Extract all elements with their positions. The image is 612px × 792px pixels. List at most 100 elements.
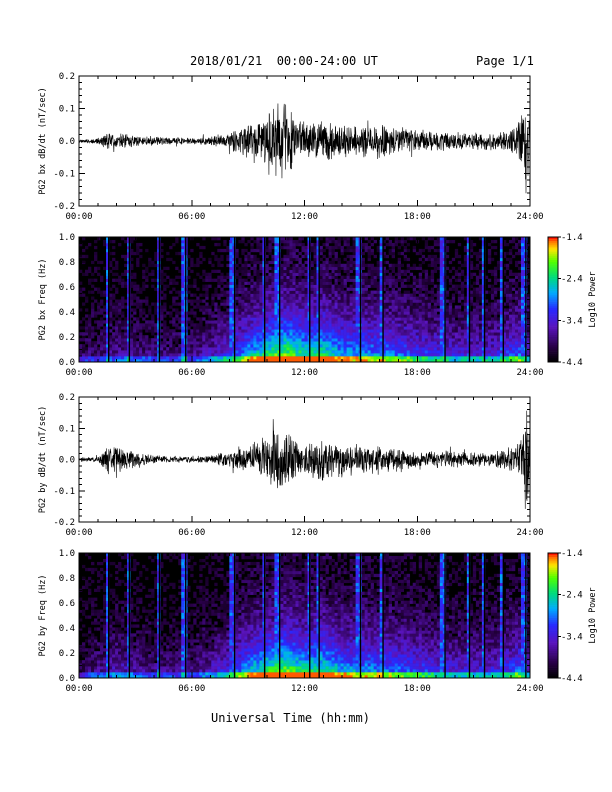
bx_spectrogram-cell xyxy=(352,302,356,306)
bx_spectrogram-cell xyxy=(265,266,269,271)
bx_spectrogram-cell xyxy=(298,281,302,285)
bx_spectrogram-cell xyxy=(370,290,374,294)
bx_spectrogram-cell xyxy=(397,323,402,327)
bx_spectrogram-cell xyxy=(394,278,399,282)
bx_spectrogram-cell xyxy=(181,359,185,363)
bx_spectrogram-cell xyxy=(214,329,218,333)
bx_spectrogram-cell xyxy=(526,257,531,262)
bx_spectrogram-cell xyxy=(427,237,432,241)
bx_spectrogram-cell xyxy=(151,326,155,330)
bx_spectrogram-cell xyxy=(334,359,338,363)
bx_spectrogram-cell xyxy=(403,254,408,259)
bx_spectrogram-cell xyxy=(448,287,453,291)
bx_spectrogram-cell xyxy=(274,278,278,282)
bx_spectrogram-cell xyxy=(373,266,377,271)
bx_spectrogram-cell xyxy=(409,302,414,306)
bx_spectrogram-cell xyxy=(298,305,302,309)
bx_spectrogram-cell xyxy=(133,332,137,336)
bx_spectrogram-cell xyxy=(361,347,365,351)
bx_spectrogram-cell xyxy=(328,287,332,291)
bx_spectrogram-cell xyxy=(220,326,224,330)
bx_spectrogram-cell xyxy=(388,311,392,315)
bx_spectrogram-cell xyxy=(325,332,329,336)
bx_spectrogram-cell xyxy=(427,248,432,253)
bx_spectrogram-cell xyxy=(391,338,395,342)
bx_spectrogram-cell xyxy=(259,260,263,265)
bx_spectrogram-cell xyxy=(469,359,474,363)
bx_spectrogram-cell xyxy=(322,269,326,274)
bx_spectrogram-cell xyxy=(490,308,495,312)
bx_spectrogram-cell xyxy=(154,311,158,315)
bx_spectrogram-cell xyxy=(322,272,326,276)
bx_timeseries-xtick-label: 00:00 xyxy=(65,212,92,222)
bx_spectrogram-cell xyxy=(193,341,197,345)
bx_spectrogram-cell xyxy=(91,326,95,330)
bx_spectrogram-cell xyxy=(319,323,323,327)
bx_spectrogram-cell xyxy=(364,293,368,297)
bx_spectrogram-cell xyxy=(250,254,254,259)
bx_spectrogram-cell xyxy=(448,344,453,348)
bx_spectrogram-cell xyxy=(505,296,510,300)
bx_spectrogram-cell xyxy=(235,344,239,348)
bx_spectrogram-cell xyxy=(382,314,386,318)
bx_spectrogram-cell xyxy=(175,251,179,256)
bx_spectrogram-cell xyxy=(322,320,326,324)
bx_spectrogram-cell xyxy=(397,263,402,268)
bx_spectrogram-cell xyxy=(280,323,284,327)
bx_spectrogram-cell xyxy=(214,356,218,360)
bx_spectrogram-cell xyxy=(226,335,230,339)
bx_spectrogram-cell xyxy=(469,332,474,336)
bx_spectrogram-cell xyxy=(256,257,260,262)
bx_spectrogram-cell xyxy=(427,347,432,351)
bx_spectrogram-cell xyxy=(367,299,371,303)
bx_spectrogram-cell xyxy=(115,308,119,312)
bx_spectrogram-cell xyxy=(325,323,329,327)
bx_spectrogram-cell xyxy=(301,353,305,357)
bx_spectrogram-cell xyxy=(499,242,504,247)
bx_spectrogram-cell xyxy=(163,272,167,276)
bx_spectrogram-cell xyxy=(439,266,444,271)
bx_spectrogram-cell xyxy=(517,275,522,279)
bx_spectrogram-cell xyxy=(136,341,140,345)
bx_spectrogram-cell xyxy=(238,320,242,324)
bx_spectrogram-cell xyxy=(448,305,453,309)
bx_spectrogram-cell xyxy=(385,290,389,294)
bx_spectrogram-cell xyxy=(280,305,284,309)
bx_spectrogram-cell xyxy=(235,287,239,291)
bx_spectrogram-cell xyxy=(202,287,206,291)
bx_spectrogram-cell xyxy=(301,323,305,327)
bx_spectrogram-cell xyxy=(109,356,113,360)
bx_spectrogram-cell xyxy=(421,293,426,297)
bx_spectrogram-cell xyxy=(520,290,525,294)
bx_spectrogram-cell xyxy=(520,284,525,288)
bx_spectrogram-cell xyxy=(436,248,441,253)
bx_spectrogram-cell xyxy=(391,296,395,300)
bx_spectrogram-cell xyxy=(424,242,429,247)
bx_spectrogram-cell xyxy=(235,335,239,339)
bx_spectrogram-cell xyxy=(520,237,525,241)
bx_spectrogram-cell xyxy=(391,299,395,303)
bx_spectrogram-cell xyxy=(472,320,477,324)
bx_spectrogram-cell xyxy=(133,359,137,363)
bx_spectrogram-cell xyxy=(256,329,260,333)
bx_spectrogram-cell xyxy=(118,329,122,333)
bx_spectrogram-cell xyxy=(298,278,302,282)
bx_spectrogram-cell xyxy=(91,341,95,345)
bx_spectrogram-cell xyxy=(520,311,525,315)
bx_spectrogram-cell xyxy=(253,326,257,330)
bx_spectrogram-cell xyxy=(469,317,474,321)
bx_spectrogram-cell xyxy=(88,332,92,336)
bx_spectrogram-cell xyxy=(145,359,149,363)
bx_spectrogram-cell xyxy=(124,332,128,336)
bx_spectrogram-cell xyxy=(181,287,185,291)
bx_spectrogram-cell xyxy=(274,305,278,309)
bx_spectrogram-cell xyxy=(265,314,269,318)
bx_spectrogram-cell xyxy=(436,242,441,247)
bx_spectrogram-cell xyxy=(328,350,332,354)
bx_spectrogram-cell xyxy=(238,326,242,330)
bx_spectrogram-cell xyxy=(460,335,465,339)
bx_spectrogram-cell xyxy=(310,281,314,285)
bx_spectrogram-cell xyxy=(151,263,155,268)
bx_spectrogram-cell xyxy=(466,335,471,339)
bx_spectrogram-cell xyxy=(322,287,326,291)
